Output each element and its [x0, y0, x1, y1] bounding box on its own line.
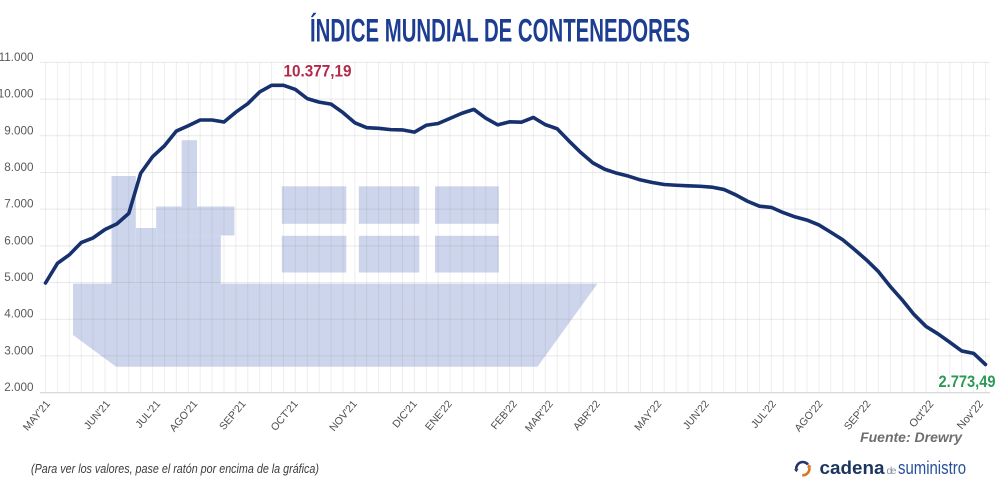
svg-text:7.000: 7.000 — [4, 198, 34, 211]
svg-text:11.000: 11.000 — [0, 51, 34, 64]
svg-text:10.000: 10.000 — [0, 88, 34, 101]
svg-text:suministro: suministro — [898, 458, 966, 478]
svg-text:4.000: 4.000 — [4, 308, 34, 321]
svg-text:cadena: cadena — [820, 458, 886, 478]
svg-text:Fuente: Drewry: Fuente: Drewry — [860, 429, 963, 445]
svg-text:2.773,49: 2.773,49 — [939, 372, 996, 391]
svg-text:de: de — [887, 465, 897, 477]
svg-text:ÍNDICE MUNDIAL DE CONTENEDORES: ÍNDICE MUNDIAL DE CONTENEDORES — [310, 12, 690, 49]
svg-text:9.000: 9.000 — [4, 124, 34, 137]
svg-text:2.000: 2.000 — [4, 381, 34, 394]
svg-text:5.000: 5.000 — [4, 271, 34, 284]
svg-text:(Para ver los valores, pase el: (Para ver los valores, pase el ratón por… — [31, 462, 319, 476]
svg-text:10.377,19: 10.377,19 — [284, 62, 352, 81]
svg-text:3.000: 3.000 — [4, 344, 34, 357]
svg-text:8.000: 8.000 — [4, 161, 34, 174]
svg-text:6.000: 6.000 — [4, 234, 34, 247]
